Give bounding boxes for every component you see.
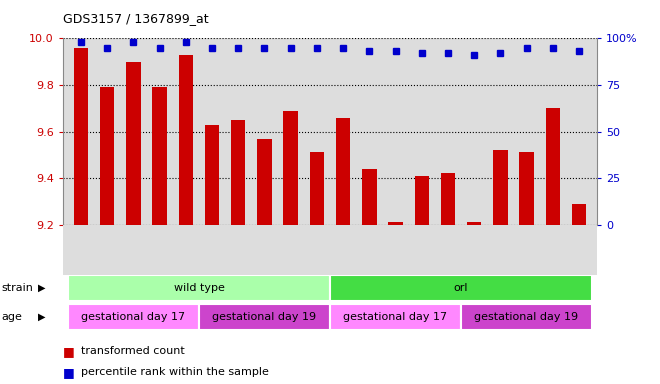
- Text: percentile rank within the sample: percentile rank within the sample: [81, 367, 269, 377]
- Text: gestational day 19: gestational day 19: [475, 312, 579, 322]
- Text: gestational day 19: gestational day 19: [213, 312, 317, 322]
- Bar: [461, 304, 592, 330]
- Bar: [330, 304, 461, 330]
- Bar: [284, 111, 298, 225]
- Bar: [519, 152, 534, 225]
- Text: age: age: [1, 312, 22, 322]
- Text: GDS3157 / 1367899_at: GDS3157 / 1367899_at: [63, 12, 209, 25]
- Bar: [493, 150, 508, 225]
- Bar: [257, 139, 272, 225]
- Bar: [152, 87, 167, 225]
- Bar: [231, 120, 246, 225]
- Bar: [336, 118, 350, 225]
- Text: ▶: ▶: [38, 312, 46, 322]
- Bar: [205, 124, 219, 225]
- Text: transformed count: transformed count: [81, 346, 185, 356]
- Bar: [330, 275, 592, 301]
- Bar: [179, 55, 193, 225]
- Bar: [199, 304, 330, 330]
- Bar: [126, 62, 141, 225]
- Text: ▶: ▶: [38, 283, 46, 293]
- Bar: [68, 304, 199, 330]
- Bar: [467, 222, 481, 225]
- Bar: [310, 152, 324, 225]
- Text: wild type: wild type: [174, 283, 224, 293]
- Bar: [546, 108, 560, 225]
- Bar: [362, 169, 376, 225]
- Bar: [441, 174, 455, 225]
- Text: strain: strain: [1, 283, 33, 293]
- Bar: [74, 48, 88, 225]
- Text: gestational day 17: gestational day 17: [81, 312, 185, 322]
- Bar: [100, 87, 114, 225]
- Bar: [68, 275, 330, 301]
- Bar: [572, 204, 586, 225]
- Bar: [414, 176, 429, 225]
- Text: ■: ■: [63, 366, 75, 379]
- Text: ■: ■: [63, 345, 75, 358]
- Text: orl: orl: [454, 283, 469, 293]
- Bar: [388, 222, 403, 225]
- Text: gestational day 17: gestational day 17: [343, 312, 447, 322]
